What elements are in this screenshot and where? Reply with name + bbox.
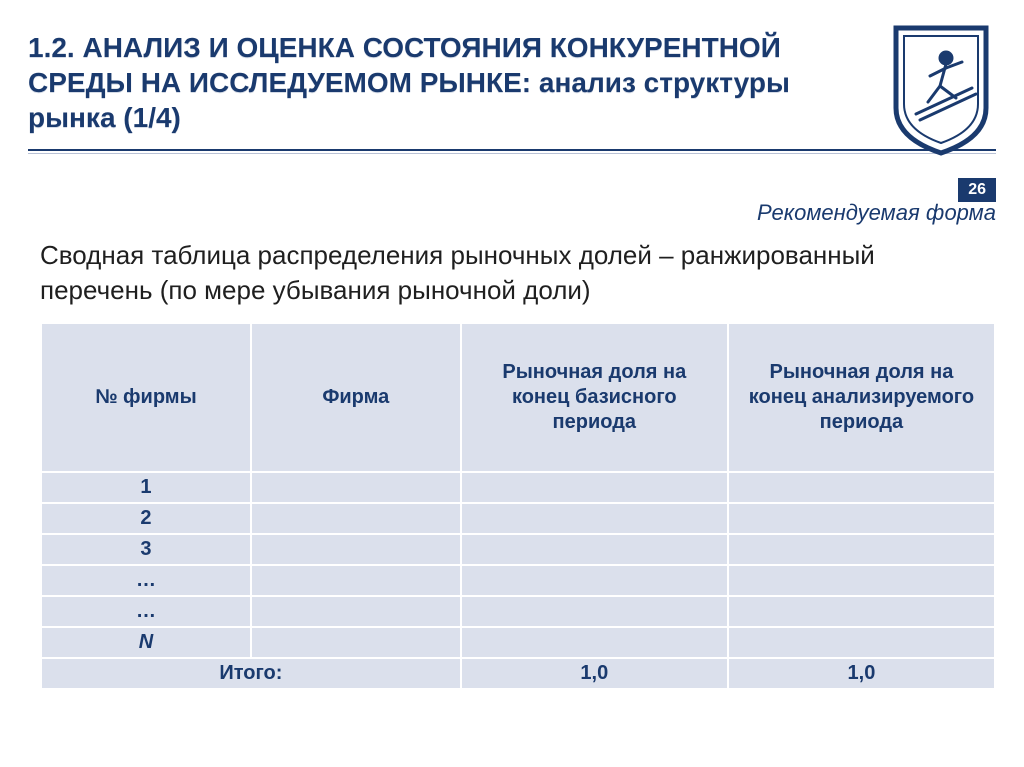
slide-title: 1.2. АНАЛИЗ И ОЦЕНКА СОСТОЯНИЯ КОНКУРЕНТ…	[28, 30, 808, 135]
divider-top	[28, 149, 996, 151]
cell-share-base	[461, 472, 728, 503]
cell-firm	[251, 627, 461, 658]
cell-number: 3	[41, 534, 251, 565]
market-share-table: № фирмы Фирма Рыночная доля на конец баз…	[40, 322, 996, 690]
shield-skier-icon	[886, 18, 996, 158]
cell-firm	[251, 565, 461, 596]
total-current: 1,0	[728, 658, 995, 689]
cell-share-base	[461, 627, 728, 658]
market-share-table-wrap: № фирмы Фирма Рыночная доля на конец баз…	[40, 322, 996, 690]
divider-bottom	[28, 153, 996, 154]
cell-share-current	[728, 627, 995, 658]
table-body: 1 2 3 …	[41, 472, 995, 689]
cell-number: N	[41, 627, 251, 658]
table-row: 1	[41, 472, 995, 503]
cell-share-current	[728, 596, 995, 627]
table-row: …	[41, 565, 995, 596]
slide-header: 1.2. АНАЛИЗ И ОЦЕНКА СОСТОЯНИЯ КОНКУРЕНТ…	[0, 0, 1024, 168]
table-row: N	[41, 627, 995, 658]
cell-firm	[251, 503, 461, 534]
cell-firm	[251, 534, 461, 565]
col-header-share-base: Рыночная доля на конец базисного периода	[461, 323, 728, 472]
cell-number: 2	[41, 503, 251, 534]
cell-share-current	[728, 503, 995, 534]
cell-number: 1	[41, 472, 251, 503]
col-header-share-current: Рыночная доля на конец анализируемого пе…	[728, 323, 995, 472]
cell-share-base	[461, 503, 728, 534]
cell-number: …	[41, 565, 251, 596]
cell-share-current	[728, 534, 995, 565]
page-number-badge: 26	[958, 178, 996, 202]
table-row: …	[41, 596, 995, 627]
table-row: 3	[41, 534, 995, 565]
total-base: 1,0	[461, 658, 728, 689]
cell-firm	[251, 472, 461, 503]
col-header-firm: Фирма	[251, 323, 461, 472]
cell-share-base	[461, 534, 728, 565]
cell-share-base	[461, 565, 728, 596]
cell-share-current	[728, 565, 995, 596]
intro-text: Сводная таблица распределения рыночных д…	[40, 238, 940, 308]
col-header-number: № фирмы	[41, 323, 251, 472]
total-label: Итого:	[41, 658, 461, 689]
cell-share-base	[461, 596, 728, 627]
table-row: 2	[41, 503, 995, 534]
table-total-row: Итого: 1,0 1,0	[41, 658, 995, 689]
cell-share-current	[728, 472, 995, 503]
recommended-form-label: Рекомендуемая форма	[757, 200, 996, 226]
cell-number: …	[41, 596, 251, 627]
cell-firm	[251, 596, 461, 627]
table-header-row: № фирмы Фирма Рыночная доля на конец баз…	[41, 323, 995, 472]
